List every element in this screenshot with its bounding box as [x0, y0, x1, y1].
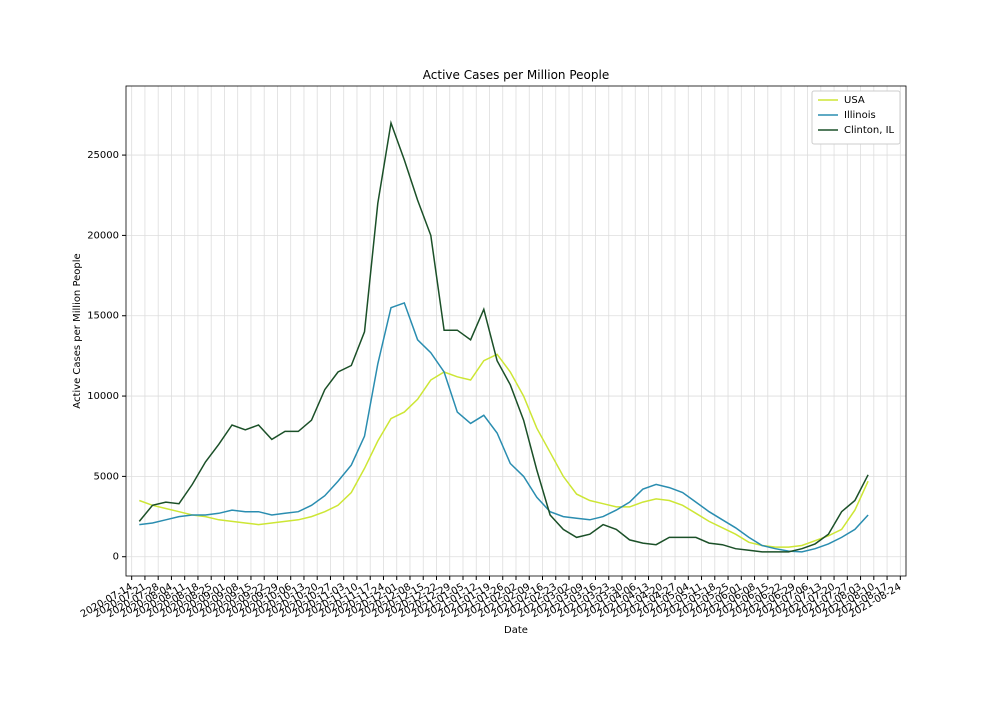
chart-title: Active Cases per Million People	[423, 68, 609, 82]
series-line	[139, 353, 869, 548]
legend: USA Illinois Clinton, IL	[811, 90, 901, 145]
y-tick-label: 5000	[94, 471, 119, 482]
y-tick-label: 20000	[87, 230, 119, 241]
y-axis-label: Active Cases per Million People	[72, 253, 83, 408]
legend-label: Illinois	[844, 110, 876, 121]
y-tick-label: 10000	[87, 391, 119, 402]
y-tick-label: 15000	[87, 311, 119, 322]
y-tick-label: 0	[113, 552, 119, 563]
y-tick-label: 25000	[87, 150, 119, 161]
legend-label: USA	[844, 95, 865, 106]
series-line	[138, 120, 869, 553]
x-axis-label: Date	[504, 625, 528, 636]
plot-frame	[125, 85, 907, 577]
legend-label: Clinton, IL	[844, 125, 895, 136]
series-line	[139, 301, 869, 553]
